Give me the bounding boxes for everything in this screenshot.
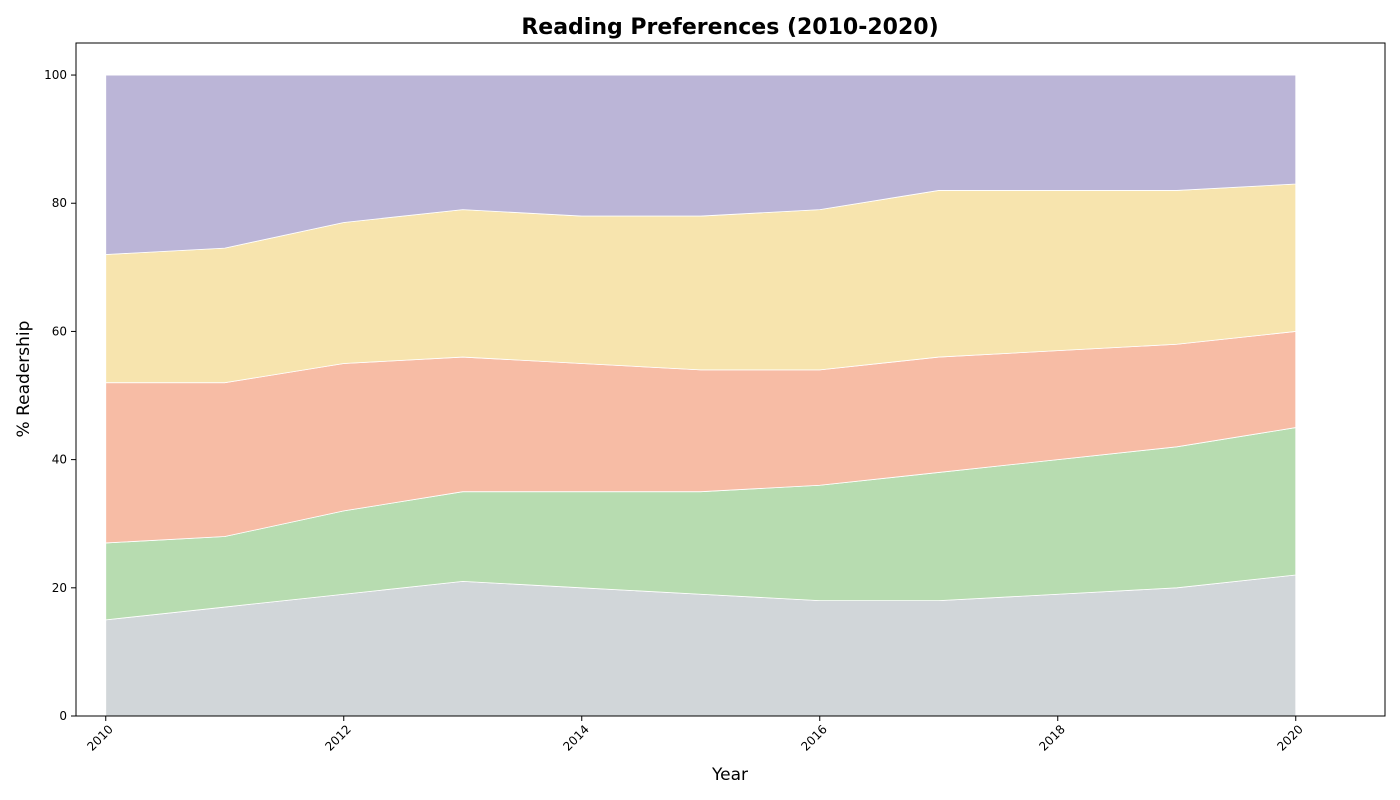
x-tick-label: 2018 [1036, 722, 1067, 753]
y-axis: 0 20 40 60 80 100 [44, 68, 76, 723]
y-tick-label: 0 [59, 709, 67, 723]
x-axis-title: Year [711, 765, 748, 785]
chart-title: Reading Preferences (2010-2020) [521, 15, 938, 40]
y-tick-label: 20 [52, 581, 67, 595]
x-tick-label: 2012 [322, 722, 353, 753]
area-series-5 [105, 74, 1297, 255]
x-tick-label: 2020 [1274, 722, 1305, 753]
y-tick-label: 100 [44, 68, 67, 82]
y-tick-label: 60 [52, 324, 67, 338]
x-tick-label: 2016 [798, 722, 829, 753]
y-tick-label: 40 [52, 453, 67, 467]
x-tick-label: 2010 [84, 722, 115, 753]
x-axis: 2010 2012 2014 2016 2018 2020 [84, 716, 1306, 754]
plot-frame [75, 42, 1386, 717]
y-axis-title: % Readership [14, 321, 34, 438]
x-tick-label: 2014 [560, 722, 591, 753]
areas-layer [105, 74, 1297, 717]
y-tick-label: 80 [52, 196, 67, 210]
